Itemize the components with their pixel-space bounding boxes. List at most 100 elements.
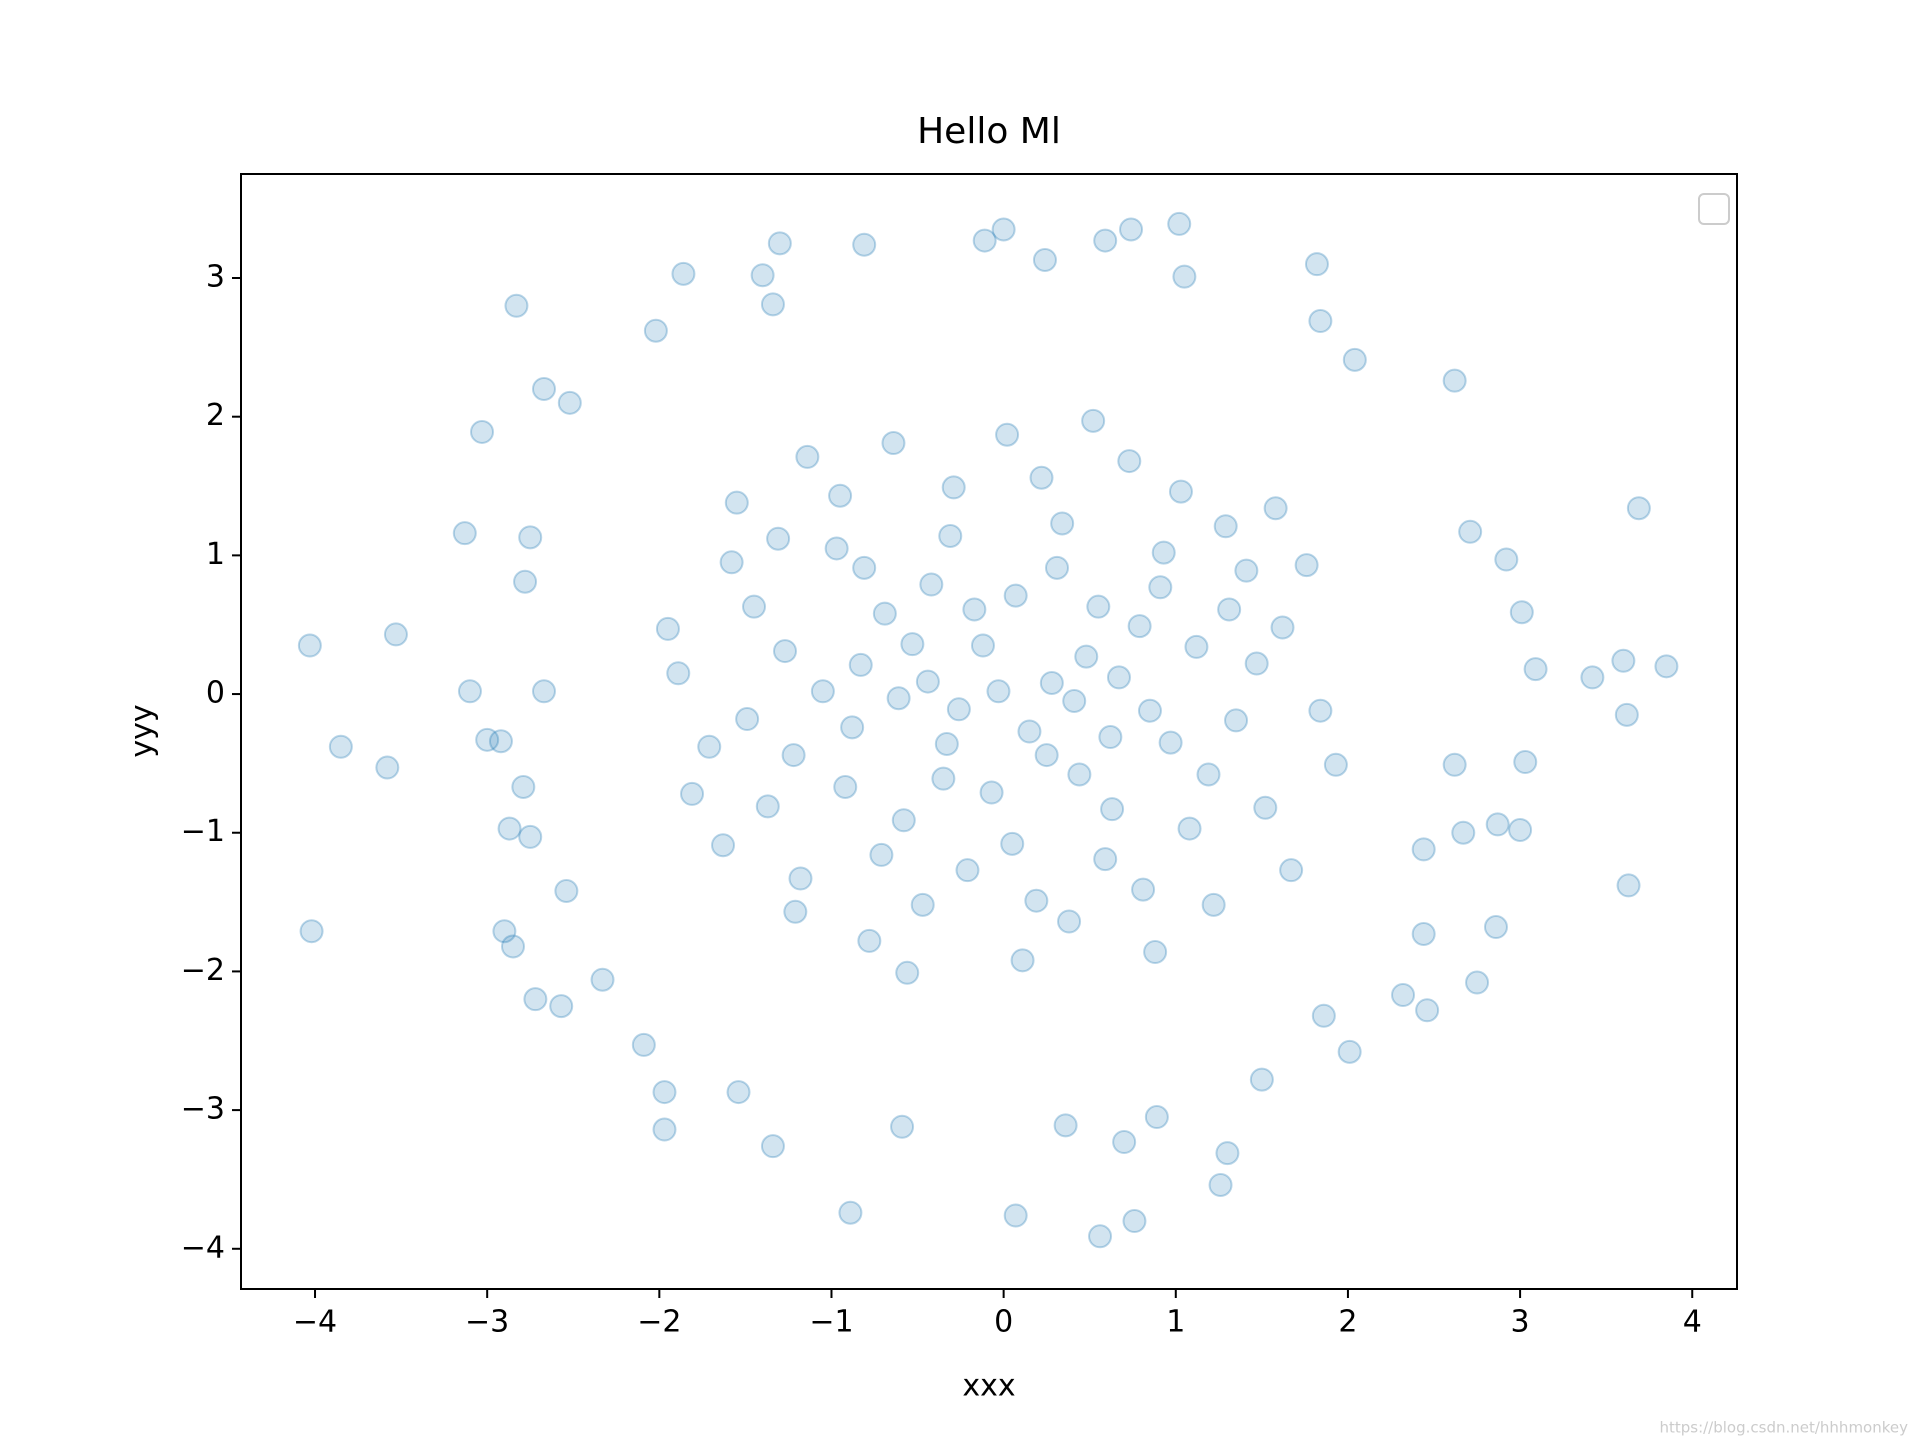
scatter-point bbox=[962, 597, 987, 622]
scatter-point bbox=[1308, 698, 1333, 723]
scatter-point bbox=[1342, 347, 1367, 372]
scatter-point bbox=[680, 781, 705, 806]
y-tick-label: 0 bbox=[206, 676, 225, 711]
axes-frame bbox=[240, 173, 1738, 1290]
scatter-point bbox=[726, 1080, 751, 1105]
scatter-point bbox=[931, 766, 956, 791]
scatter-point bbox=[1000, 831, 1025, 856]
scatter-point bbox=[852, 555, 877, 580]
scatter-point bbox=[915, 669, 940, 694]
scatter-point bbox=[773, 639, 797, 664]
scatter-point bbox=[1323, 752, 1348, 777]
x-tick-label: −3 bbox=[465, 1305, 509, 1340]
scatter-point bbox=[946, 697, 971, 722]
scatter-point bbox=[840, 715, 865, 740]
scatter-point bbox=[1294, 553, 1319, 578]
scatter-point bbox=[1451, 820, 1476, 845]
scatter-point bbox=[755, 794, 780, 819]
scatter-point bbox=[833, 774, 858, 799]
scatter-point bbox=[1458, 519, 1483, 544]
scatter-point bbox=[1093, 847, 1118, 872]
scatter-point bbox=[1263, 496, 1288, 521]
scatter-point bbox=[970, 633, 995, 658]
scatter-point bbox=[1442, 368, 1467, 393]
scatter-point bbox=[652, 1117, 677, 1142]
x-tick-label: −2 bbox=[637, 1305, 681, 1340]
scatter-point bbox=[1391, 982, 1416, 1007]
scatter-point bbox=[1494, 547, 1519, 572]
scatter-point bbox=[1010, 948, 1035, 973]
scatter-point bbox=[1654, 654, 1679, 679]
scatter-point bbox=[719, 550, 744, 575]
scatter-point bbox=[1062, 688, 1087, 713]
scatter-point bbox=[1442, 752, 1467, 777]
scatter-point bbox=[1215, 1141, 1240, 1166]
plot-area bbox=[297, 211, 1679, 1249]
scatter-point bbox=[1168, 479, 1193, 504]
scatter-point bbox=[1249, 1067, 1274, 1092]
scatter-point bbox=[1148, 575, 1173, 600]
y-tick-label: −1 bbox=[181, 814, 225, 849]
scatter-point bbox=[511, 774, 536, 799]
scatter-point bbox=[1151, 540, 1176, 565]
scatter-point bbox=[518, 824, 543, 849]
scatter-point bbox=[1088, 1224, 1113, 1249]
scatter-point bbox=[1003, 583, 1028, 608]
scatter-point bbox=[986, 679, 1011, 704]
scatter-point bbox=[328, 734, 353, 759]
scatter-point bbox=[1411, 837, 1436, 862]
y-tick-label: −3 bbox=[181, 1092, 225, 1127]
x-axis-label: xxx bbox=[962, 1369, 1015, 1404]
scatter-point bbox=[760, 292, 785, 317]
scatter-point bbox=[919, 572, 944, 597]
scatter-point bbox=[838, 1200, 863, 1225]
scatter-point bbox=[783, 899, 808, 924]
scatter-point bbox=[1217, 597, 1242, 622]
scatter-point bbox=[1580, 665, 1605, 690]
scatter-point bbox=[1143, 940, 1168, 965]
scatter-point bbox=[1270, 615, 1295, 640]
scatter-point bbox=[1127, 614, 1152, 639]
scatter-point bbox=[1614, 702, 1639, 727]
scatter-point bbox=[1098, 725, 1123, 750]
scatter-point bbox=[1081, 408, 1106, 433]
scatter-point bbox=[1003, 1203, 1028, 1228]
scatter-point bbox=[711, 833, 736, 858]
scatter-point bbox=[1029, 465, 1054, 490]
scatter-point bbox=[1208, 1172, 1233, 1197]
scatter-point bbox=[900, 632, 925, 657]
scatter-point bbox=[1172, 264, 1197, 289]
y-tick-label: −2 bbox=[181, 953, 225, 988]
scatter-point bbox=[492, 919, 517, 944]
scatter-point bbox=[828, 483, 853, 508]
scatter-point bbox=[1074, 644, 1099, 669]
scatter-point bbox=[881, 431, 906, 456]
chart-title: Hello Ml bbox=[917, 111, 1061, 152]
x-tick-label: 1 bbox=[1166, 1305, 1185, 1340]
scatter-point bbox=[1050, 511, 1075, 536]
scatter-point bbox=[910, 892, 935, 917]
scatter-point bbox=[475, 727, 500, 752]
scatter-point bbox=[643, 318, 668, 343]
scatter-point bbox=[891, 808, 916, 833]
scatter-point bbox=[895, 960, 920, 985]
scatter-point bbox=[1234, 558, 1259, 583]
y-axis-label: yyy bbox=[125, 704, 160, 757]
scatter-point bbox=[750, 263, 775, 288]
scatter-point bbox=[795, 444, 820, 469]
scatter-point bbox=[848, 652, 873, 677]
x-tick-label: 0 bbox=[994, 1305, 1013, 1340]
scatter-point bbox=[1177, 816, 1202, 841]
scatter-point bbox=[1465, 970, 1490, 995]
y-tick-label: 3 bbox=[206, 260, 225, 295]
scatter-point bbox=[979, 780, 1004, 805]
scatter-point bbox=[781, 743, 806, 768]
scatter-point bbox=[531, 679, 556, 704]
scatter-point bbox=[872, 601, 897, 626]
scatter-point bbox=[1167, 211, 1192, 236]
scatter-point bbox=[1304, 252, 1329, 277]
y-tick-label: 2 bbox=[206, 398, 225, 433]
scatter-point bbox=[557, 390, 582, 415]
scatter-point bbox=[655, 616, 680, 641]
x-tick-label: 2 bbox=[1338, 1305, 1357, 1340]
